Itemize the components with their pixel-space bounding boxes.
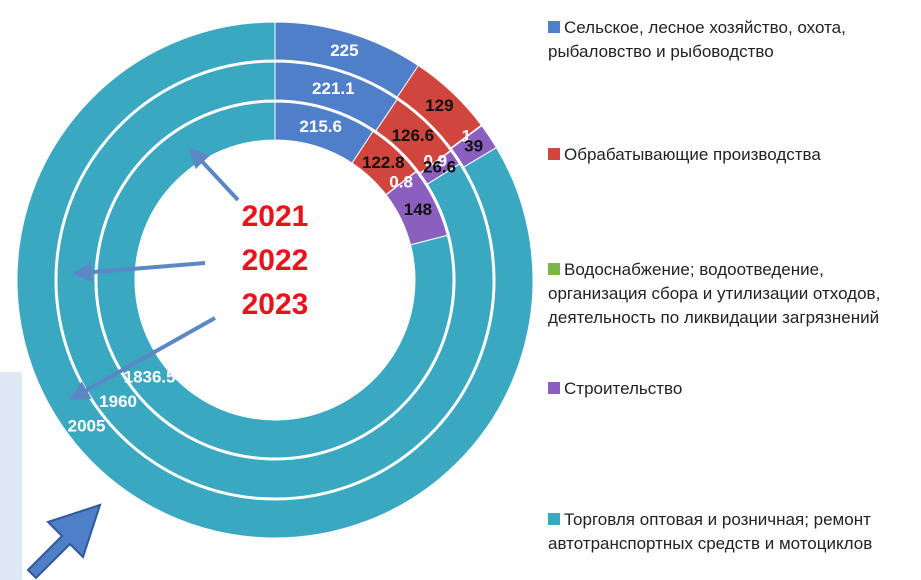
legend-text: Торговля оптовая и розничная; ремонт авт… [548, 510, 873, 553]
legend-swatch [548, 21, 560, 33]
ring-segment [56, 61, 494, 499]
legend-text: Обрабатывающие производства [564, 145, 821, 164]
data-label: 26.6 [423, 158, 456, 177]
data-label: 1 [462, 126, 471, 145]
side-panel [0, 372, 22, 580]
legend-item: Строительство [548, 377, 916, 401]
ring-segment [16, 21, 534, 539]
legend-swatch [548, 263, 560, 275]
data-label: 0.9 [424, 152, 448, 171]
year-label: 2022 [242, 244, 309, 277]
legend-swatch [548, 513, 560, 525]
legend-swatch [548, 148, 560, 160]
big-arrow [26, 503, 102, 580]
legend-item: Торговля оптовая и розничная; ремонт авт… [548, 508, 916, 556]
data-label: 129 [425, 96, 453, 115]
year-label: 2023 [242, 288, 309, 321]
data-label: 221.1 [312, 79, 355, 98]
data-label: 2005 [68, 416, 106, 435]
data-label: 148 [404, 200, 432, 219]
arrow [72, 261, 206, 283]
legend-text: Сельское, лесное хозяйство, охота, рыбал… [548, 18, 846, 61]
arrow [189, 147, 240, 202]
data-label: 39 [464, 137, 483, 156]
ring-segment [96, 101, 454, 459]
year-label: 2021 [242, 200, 309, 233]
data-label: 126.6 [392, 126, 435, 145]
legend-item: Водоснабжение; водоотведение, организаци… [548, 258, 916, 330]
data-label: 1960 [99, 392, 137, 411]
legend-item: Сельское, лесное хозяйство, охота, рыбал… [548, 16, 916, 64]
arrow [69, 316, 216, 400]
legend-item: Обрабатывающие производства [548, 143, 916, 167]
legend-text: Строительство [564, 379, 683, 398]
data-label: 225 [330, 41, 358, 60]
data-label: 122.8 [362, 153, 405, 172]
data-label: 1836.5 [124, 367, 176, 386]
legend-swatch [548, 382, 560, 394]
data-label: 215.6 [299, 117, 342, 136]
data-label: 0.8 [389, 173, 413, 192]
legend-text: Водоснабжение; водоотведение, организаци… [548, 260, 881, 327]
